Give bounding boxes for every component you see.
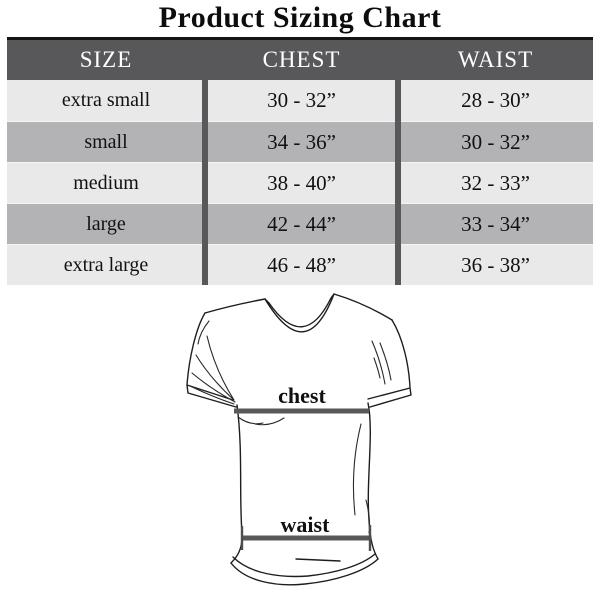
column-header-waist: WAIST: [457, 47, 534, 72]
column-divider: [202, 80, 208, 285]
tshirt-measurement-diagram: chest waist: [186, 293, 412, 586]
table-row: medium 38 - 40” 32 - 33”: [7, 162, 593, 203]
table-row: small 34 - 36” 30 - 32”: [7, 121, 593, 162]
cell-waist: 30 - 32”: [461, 129, 530, 154]
table-row: large 42 - 44” 33 - 34”: [7, 203, 593, 244]
sizing-table: SIZE CHEST WAIST extra small 30 - 32” 28 -…: [7, 37, 593, 285]
cell-size: extra small: [61, 89, 151, 111]
cell-chest: 34 - 36”: [267, 129, 336, 154]
chest-measure-label: chest: [278, 383, 326, 408]
waist-measure-ticks: [240, 525, 372, 551]
tshirt-right-sleeve: [367, 319, 412, 408]
cell-size: small: [84, 130, 128, 153]
tshirt-hem: [230, 553, 379, 586]
table-row: extra small 30 - 32” 28 - 30”: [7, 80, 593, 121]
table-body: extra small 30 - 32” 28 - 30” small 34 - 36”…: [7, 80, 593, 285]
table-header-row: SIZE CHEST WAIST: [7, 40, 593, 80]
cell-waist: 36 - 38”: [461, 252, 530, 277]
column-header-chest: CHEST: [262, 47, 341, 72]
column-header-size: SIZE: [79, 47, 133, 72]
tshirt-creases: [189, 320, 392, 534]
cell-size: large: [86, 212, 126, 235]
column-divider: [395, 80, 401, 285]
table-row: extra large 46 - 48” 36 - 38”: [7, 244, 593, 285]
cell-chest: 46 - 48”: [267, 252, 336, 277]
cell-chest: 38 - 40”: [267, 170, 336, 195]
cell-size: medium: [73, 171, 139, 194]
cell-waist: 28 - 30”: [461, 88, 530, 112]
waist-measure-label: waist: [281, 512, 331, 537]
cell-chest: 42 - 44”: [267, 211, 336, 236]
tshirt-collar: [264, 293, 335, 333]
cell-waist: 32 - 33”: [461, 170, 530, 195]
cell-size: extra large: [63, 253, 149, 276]
tshirt-left-sleeve: [186, 312, 237, 408]
tshirt-shoulders: [204, 293, 393, 321]
cell-waist: 33 - 34”: [461, 211, 530, 236]
cell-chest: 30 - 32”: [267, 88, 336, 112]
page-title: Product Sizing Chart: [158, 1, 442, 34]
